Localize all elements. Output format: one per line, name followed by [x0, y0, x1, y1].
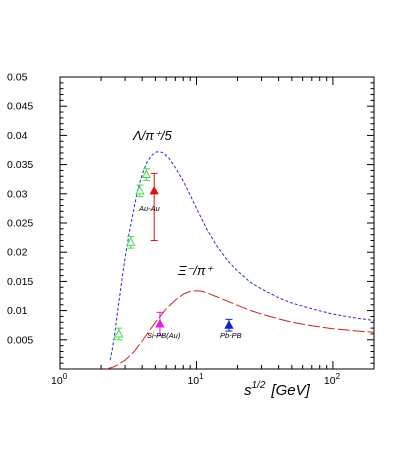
x-tick-label: 100 [51, 372, 68, 387]
x-tick-labels: 100 101 102 [51, 372, 341, 387]
plot-frame [59, 76, 375, 370]
y-tick-label: 0.035 [7, 159, 33, 171]
lambda-curve-label: Λ/π⁺/5 [132, 128, 172, 143]
y-tick-labels: 0.005 0.01 0.015 0.02 0.025 0.03 0.035 0.04 0.04… [7, 72, 33, 347]
y-tick-label: 0.03 [7, 188, 28, 200]
data-marker [135, 185, 145, 195]
y-tick-label: 0.04 [7, 130, 28, 142]
lambda-ratio-curve [109, 151, 375, 361]
pb-pb-label: Pb-PB [220, 331, 242, 340]
x-axis-title: s1/2 [GeV] [244, 380, 311, 399]
xi-curve-label: Ξ⁻/π⁺ [177, 263, 214, 278]
y-tick-label: 0.025 [7, 218, 33, 230]
si-pb-label: Si-PB(Au) [147, 331, 181, 340]
y-tick-label: 0.01 [7, 305, 28, 317]
x-tick-label: 102 [324, 372, 341, 387]
annotations: Λ/π⁺/5 Ξ⁻/π⁺ Au-Au Si-PB(Au) Pb-PB [132, 128, 242, 340]
data-marker [126, 237, 136, 246]
y-tick-label: 0.005 [7, 334, 33, 346]
x-tick-label: 101 [187, 372, 204, 387]
au-au-label: Au-Au [138, 204, 161, 213]
y-tick-label: 0.02 [7, 247, 28, 259]
y-tick-label: 0.015 [7, 276, 33, 288]
y-tick-label: 0.05 [7, 72, 28, 84]
data-marker [141, 169, 152, 179]
y-tick-label: 0.045 [7, 101, 33, 113]
pb-pb-marker [224, 320, 234, 329]
au-au-marker [149, 185, 159, 195]
axis-ticks [59, 76, 375, 369]
curves [106, 151, 375, 370]
data-points [114, 168, 234, 341]
xi-ratio-curve [106, 290, 375, 370]
si-pb-au-marker [155, 318, 165, 328]
data-marker [114, 328, 124, 338]
